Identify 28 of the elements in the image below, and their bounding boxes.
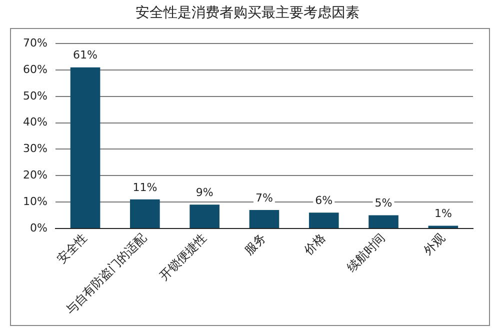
bar xyxy=(130,199,160,228)
data-label: 5% xyxy=(374,196,392,210)
x-tick-label: 外观 xyxy=(420,230,448,258)
y-tick-label: 50% xyxy=(22,89,48,102)
x-tick-label: 价格 xyxy=(300,230,328,259)
y-tick-label: 30% xyxy=(22,142,48,156)
y-tick-label: 40% xyxy=(22,116,48,129)
y-tick-label: 10% xyxy=(22,194,48,208)
bar xyxy=(368,215,398,228)
x-tick-label: 续航时间 xyxy=(344,230,388,275)
data-label: 61% xyxy=(73,48,98,62)
data-label: 9% xyxy=(196,186,214,200)
bar xyxy=(308,212,339,228)
y-tick-label: 70% xyxy=(22,36,48,50)
y-tick-label: 60% xyxy=(22,62,48,76)
x-tick-label: 安全性 xyxy=(54,230,90,266)
chart-title: 安全性是消费者购买最主要考虑因素 xyxy=(134,4,360,22)
bar xyxy=(249,210,280,228)
y-tick-label: 20% xyxy=(22,168,48,182)
x-tick-label: 服务 xyxy=(242,230,269,258)
data-label: 11% xyxy=(132,180,158,194)
data-label: 6% xyxy=(315,194,333,207)
bar xyxy=(190,204,220,228)
data-label: 1% xyxy=(434,207,452,220)
bar xyxy=(70,67,100,228)
x-tick-label: 开锁便捷性 xyxy=(156,230,209,284)
y-tick-label: 0% xyxy=(30,221,48,234)
data-label: 7% xyxy=(256,191,273,204)
